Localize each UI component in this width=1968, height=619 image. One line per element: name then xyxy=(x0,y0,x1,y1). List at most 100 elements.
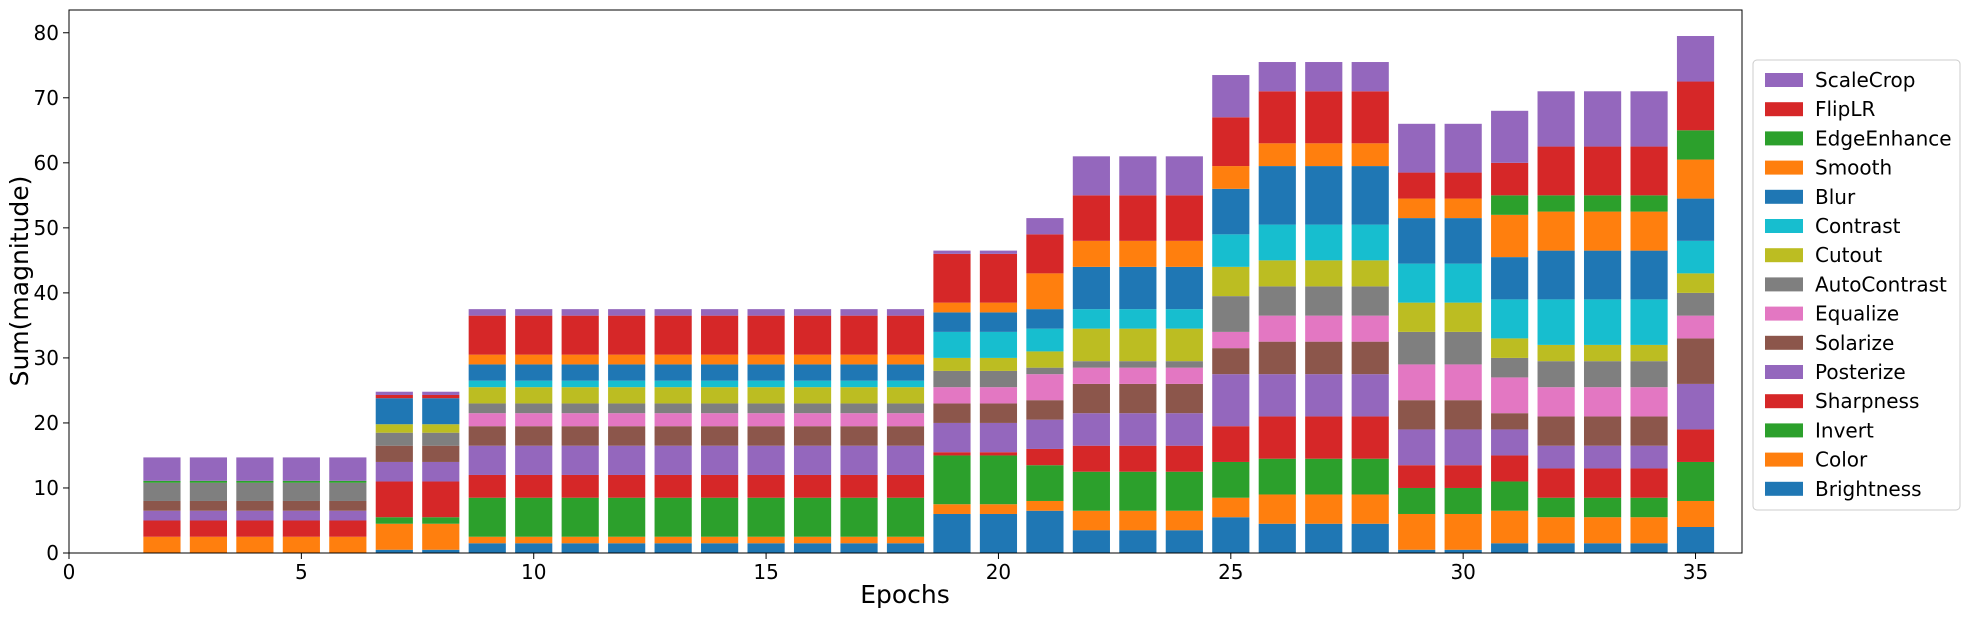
bar-segment xyxy=(793,403,832,414)
bar-segment xyxy=(1026,273,1064,310)
bar-segment xyxy=(1583,250,1622,300)
legend-swatch xyxy=(1765,481,1803,496)
bar-segment xyxy=(143,510,181,521)
bar-segment xyxy=(189,482,228,501)
bar-segment xyxy=(1398,364,1436,401)
bar-segment xyxy=(236,510,274,521)
bar-segment xyxy=(1537,387,1575,417)
legend-label: Cutout xyxy=(1815,243,1882,267)
bar-segment xyxy=(1398,172,1436,199)
bar-segment xyxy=(422,523,460,550)
bar-segment xyxy=(282,510,320,521)
bar-segment xyxy=(1165,471,1203,511)
bar-segment xyxy=(1398,429,1436,466)
bar-segment xyxy=(1026,367,1064,375)
bar-segment xyxy=(1305,494,1343,524)
bar-segment xyxy=(1444,263,1482,303)
bar-segment xyxy=(793,536,832,544)
bar-segment xyxy=(1026,465,1064,501)
bar-segment xyxy=(561,413,599,427)
bar-segment xyxy=(1491,510,1529,544)
bar-segment xyxy=(468,387,506,404)
bar-segment xyxy=(654,426,692,446)
bar-segment xyxy=(561,364,599,381)
bar-segment xyxy=(468,413,506,427)
bar-segment xyxy=(1258,341,1296,375)
bar-segment xyxy=(1305,315,1343,342)
bar-segment xyxy=(840,403,878,414)
legend-label: AutoContrast xyxy=(1815,272,1947,296)
bar-segment xyxy=(1165,240,1203,267)
bar-segment xyxy=(468,364,506,381)
bar-segment xyxy=(654,364,692,381)
x-tick-label: 0 xyxy=(63,560,76,584)
y-tick-label: 70 xyxy=(34,86,59,110)
bar-segment xyxy=(1583,468,1622,498)
x-tick-label: 25 xyxy=(1218,560,1243,584)
bar-segment xyxy=(515,426,553,446)
bar-segment xyxy=(1491,299,1529,339)
bar-segment xyxy=(515,497,553,537)
bar-segment xyxy=(515,315,553,355)
bar-segment xyxy=(1165,266,1203,310)
bar-segment xyxy=(468,474,506,498)
bar-segment xyxy=(979,331,1018,358)
legend-swatch xyxy=(1765,277,1803,292)
legend-swatch xyxy=(1765,452,1803,467)
bar-segment xyxy=(329,510,367,521)
bar-segment xyxy=(1537,445,1575,469)
bar-segment xyxy=(747,543,785,553)
legend-label: Smooth xyxy=(1815,156,1892,180)
bar-segment xyxy=(1026,218,1064,235)
bar-segment xyxy=(561,497,599,537)
bar-segment xyxy=(1676,292,1715,316)
bar-segment xyxy=(1305,260,1343,287)
bar-segment xyxy=(468,543,506,553)
bar-segment xyxy=(236,480,274,483)
legend-label: Brightness xyxy=(1815,477,1922,501)
legend-swatch xyxy=(1765,131,1803,146)
bar-segment xyxy=(1165,309,1203,329)
bar-segment xyxy=(515,354,553,365)
bar-segment xyxy=(375,432,413,446)
bar-segment xyxy=(1583,146,1622,196)
bar-segment xyxy=(468,445,506,475)
bar-segment xyxy=(1258,62,1296,92)
y-tick-label: 30 xyxy=(34,346,59,370)
bar-segment xyxy=(189,480,228,483)
bar-segment xyxy=(840,354,878,365)
bar-segment xyxy=(375,461,413,482)
bar-segment xyxy=(1305,341,1343,375)
bar-segment xyxy=(1072,156,1110,196)
bar-segment xyxy=(1583,517,1622,544)
bar-segment xyxy=(329,457,367,481)
legend-swatch xyxy=(1765,394,1803,409)
y-axis-label: Sum(magnitude) xyxy=(5,176,34,387)
bar-segment xyxy=(654,309,692,316)
bar-segment xyxy=(1676,315,1715,339)
bar-segment xyxy=(747,387,785,404)
bar-segment xyxy=(1583,211,1622,251)
bar-segment xyxy=(375,394,413,399)
bar-segment xyxy=(422,432,460,446)
bar-segment xyxy=(422,517,460,524)
y-tick-label: 80 xyxy=(34,21,59,45)
bar-segment xyxy=(1398,549,1436,553)
bar-segment xyxy=(793,309,832,316)
bar-segment xyxy=(608,403,646,414)
x-tick-label: 30 xyxy=(1450,560,1475,584)
bar-segment xyxy=(933,331,971,358)
bar-segment xyxy=(1119,266,1157,310)
bar-segment xyxy=(747,497,785,537)
bar-segment xyxy=(1351,523,1389,553)
bar-segment xyxy=(1351,260,1389,287)
bar-segment xyxy=(1351,91,1389,144)
bar-segment xyxy=(375,424,413,433)
bar-segment xyxy=(886,380,925,388)
bar-segment xyxy=(189,520,228,537)
bar-segment xyxy=(1630,445,1668,469)
bar-segment xyxy=(422,461,460,482)
bar-segment xyxy=(701,380,739,388)
bar-segment xyxy=(1212,517,1250,553)
bar-segment xyxy=(515,387,553,404)
